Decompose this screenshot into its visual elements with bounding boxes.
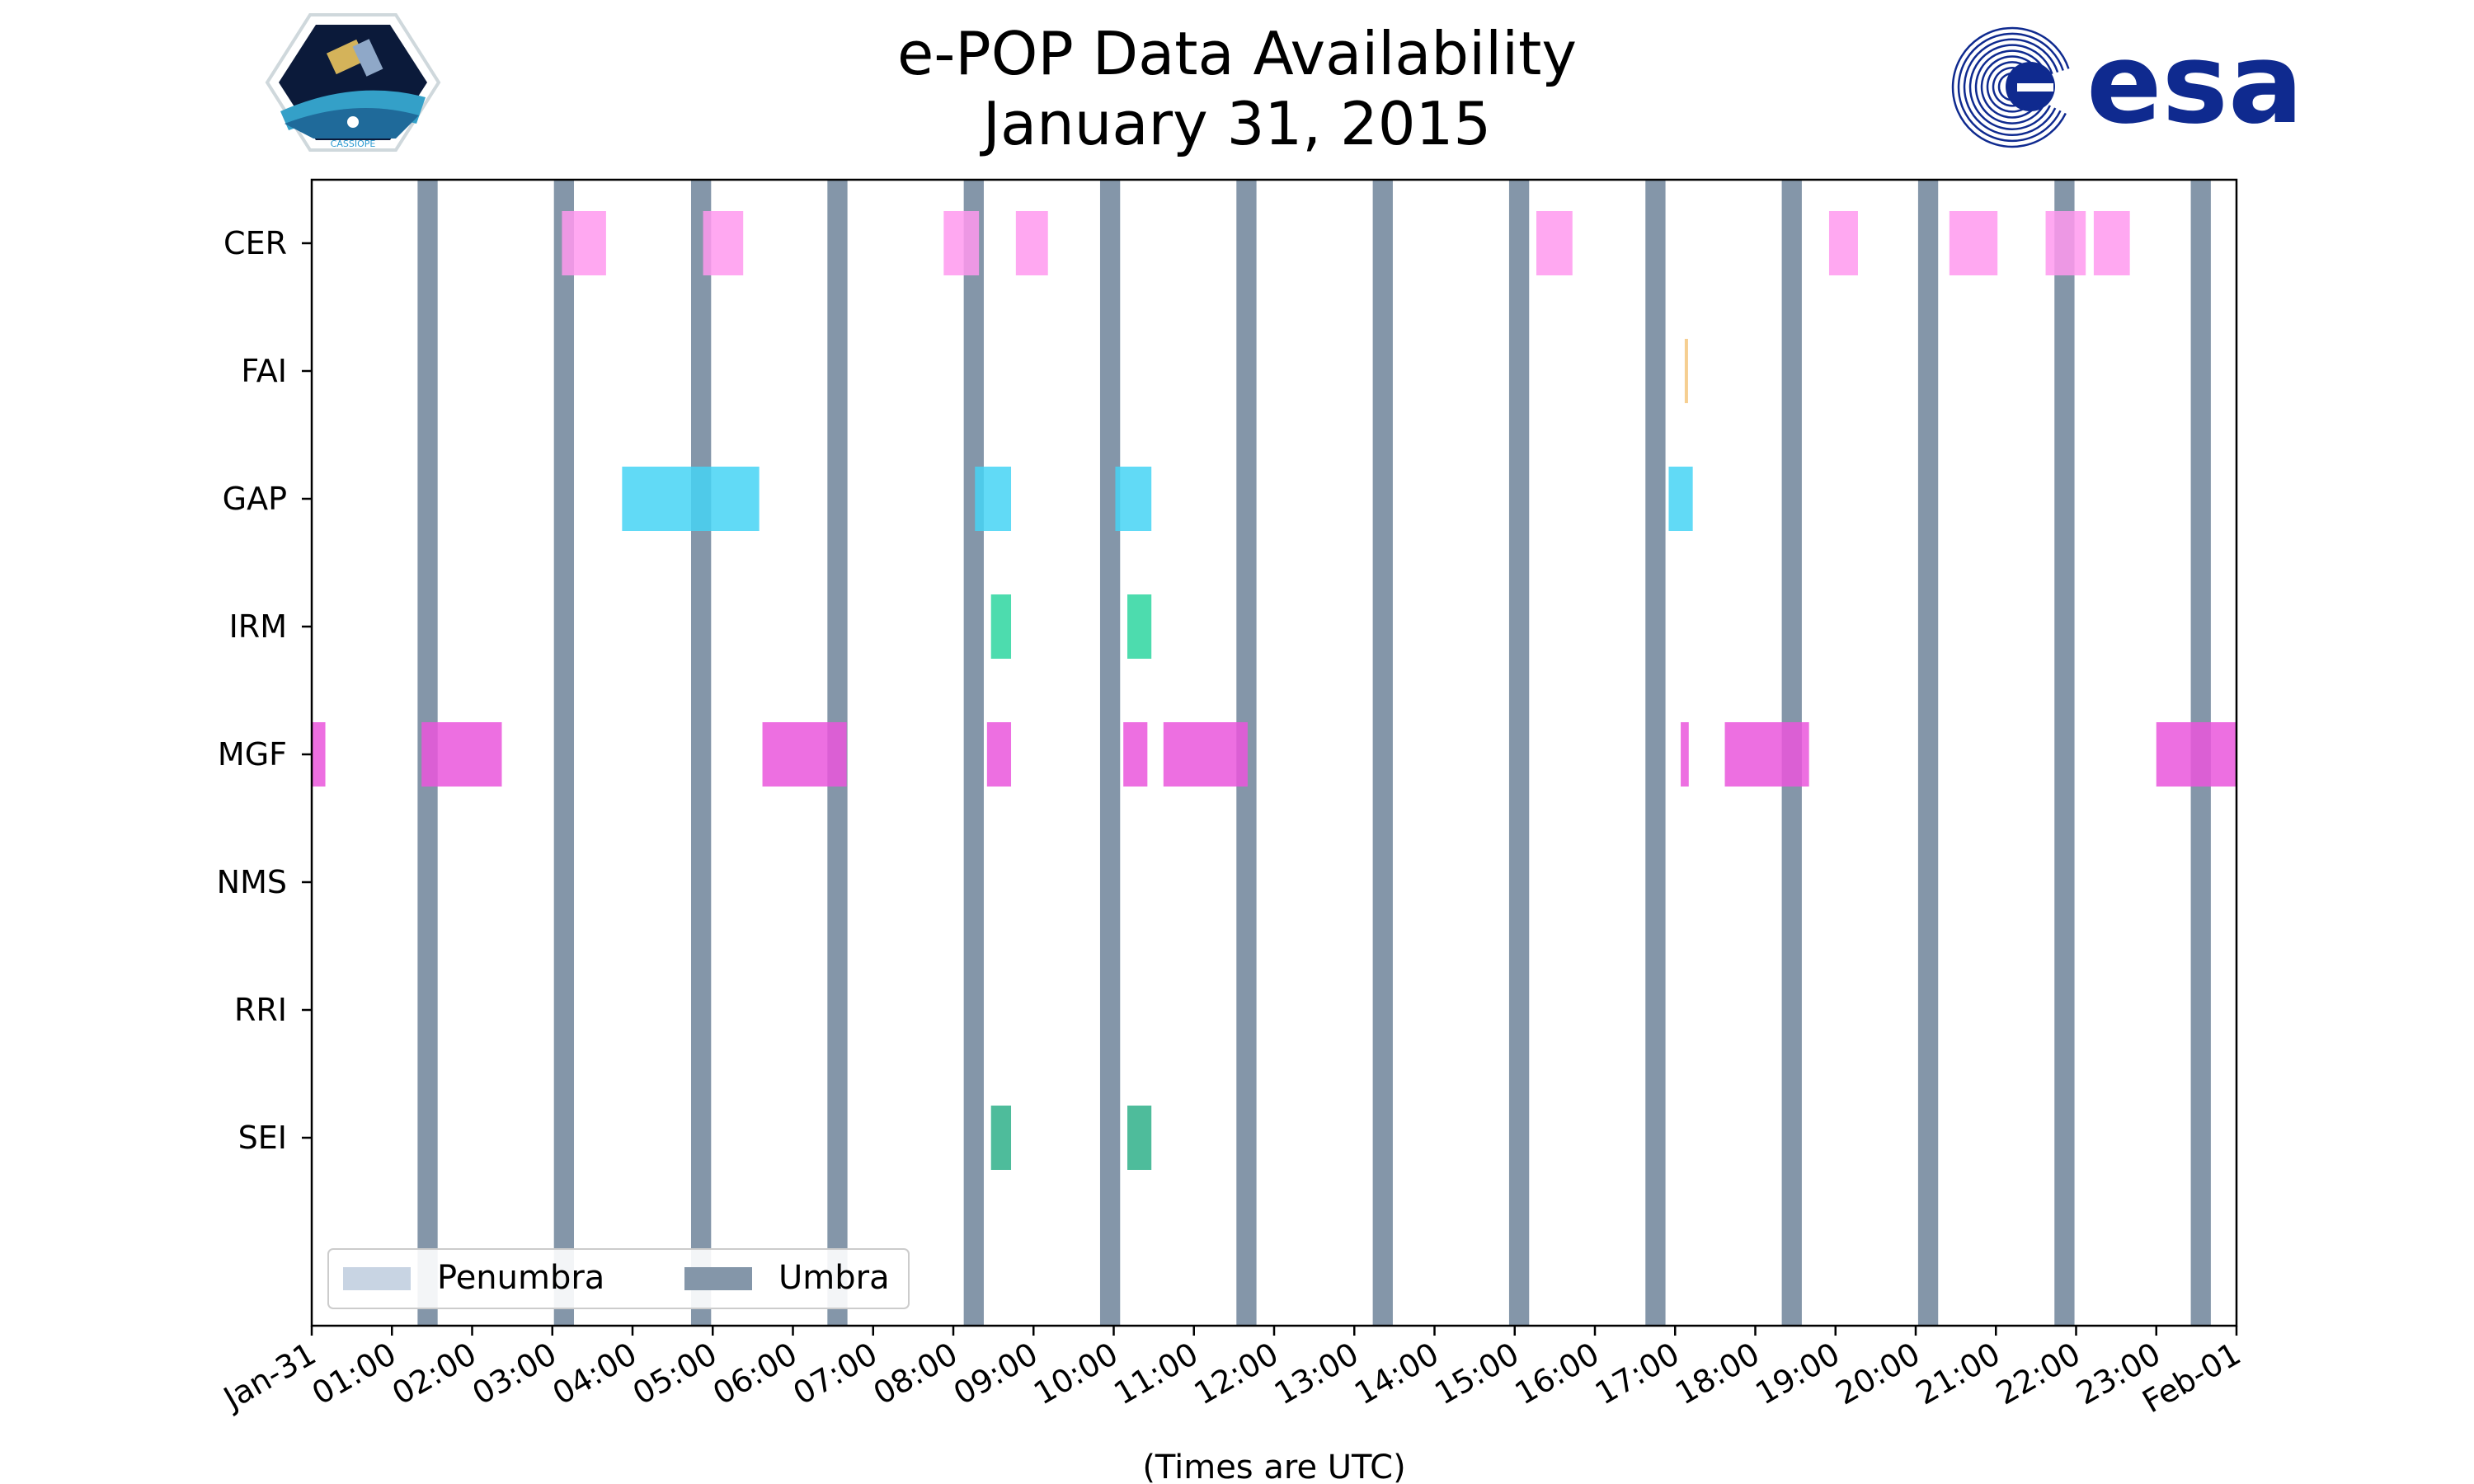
bar-cer [2093, 211, 2130, 275]
umbra-stripe [1917, 180, 1939, 1326]
y-tick-label-nms: NMS [217, 864, 287, 900]
x-tick-label: 17:00 [1589, 1336, 1686, 1412]
bar-cer [1949, 211, 1998, 275]
x-tick-label: Jan-31 [216, 1336, 322, 1417]
plot-area: CER FAI GAP IRM MGF NMS RRI SEI Jan-3101:0002:0… [216, 178, 2247, 1420]
x-tick-label: 05:00 [627, 1336, 723, 1412]
bar-gap [975, 467, 1012, 531]
x-tick-label: 12:00 [1188, 1336, 1285, 1412]
esa-swirl-arc [1980, 55, 2043, 119]
bar-irm [1127, 594, 1152, 659]
bar-cer [943, 211, 980, 275]
y-tick-label-fai: FAI [241, 353, 287, 389]
bar-mgf [986, 722, 1012, 787]
esa-swirl-arc [1963, 38, 2059, 136]
x-axis: Jan-3101:0002:0003:0004:0005:0006:0007:0… [216, 1326, 2247, 1420]
bar-mgf [312, 722, 326, 787]
x-axis-label: (Times are UTC) [1142, 1449, 1405, 1484]
bar-cer [1015, 211, 1048, 275]
umbra-stripe [1099, 180, 1121, 1326]
bar-cer [1536, 211, 1573, 275]
x-tick-label: 09:00 [948, 1336, 1044, 1412]
umbra-stripe [1508, 180, 1530, 1326]
plot-frame [310, 178, 2238, 1327]
bar-mgf [421, 722, 502, 787]
x-tick-label: 16:00 [1509, 1336, 1606, 1412]
x-tick-label: 18:00 [1669, 1336, 1766, 1412]
bar-gap [1668, 467, 1693, 531]
esa-swirl-bar [2017, 83, 2053, 92]
bars-layer [312, 211, 2236, 1170]
x-tick-label: 19:00 [1749, 1336, 1846, 1412]
bar-sei [1127, 1106, 1152, 1170]
bar-cer [703, 211, 744, 275]
bar-mgf [2156, 722, 2236, 787]
y-tick-label-rri: RRI [234, 992, 287, 1028]
cassiope-logo: CASSIOPE [265, 13, 441, 152]
x-tick-label: 21:00 [1910, 1336, 2006, 1412]
x-tick-label: 22:00 [1990, 1336, 2086, 1412]
esa-swirl-icon [1951, 26, 2070, 148]
bar-gap [1115, 467, 1152, 531]
y-tick-label-mgf: MGF [218, 736, 287, 773]
y-tick-label-irm: IRM [229, 608, 287, 645]
bar-fai [1684, 339, 1688, 403]
x-tick-label: 06:00 [707, 1336, 803, 1412]
x-tick-label: 11:00 [1108, 1336, 1204, 1412]
x-tick-label: 08:00 [868, 1336, 964, 1412]
legend: Penumbra Umbra [327, 1248, 910, 1309]
cassiope-logo-text: CASSIOPE [331, 139, 376, 149]
umbra-stripe [553, 180, 575, 1326]
legend-swatch-penumbra [343, 1267, 411, 1290]
esa-logo: esa [1951, 19, 2303, 148]
legend-label-penumbra: Penumbra [437, 1259, 604, 1297]
bar-mgf [1163, 722, 1248, 787]
y-axis: CER FAI GAP IRM MGF NMS RRI SEI [217, 225, 312, 1156]
esa-swirl-arc [1951, 26, 2070, 148]
umbra-stripe [1645, 180, 1666, 1326]
bar-irm [990, 594, 1012, 659]
legend-box [327, 1248, 910, 1309]
umbra-stripe [963, 180, 984, 1326]
x-tick-label: 03:00 [466, 1336, 562, 1412]
x-tick-label: 01:00 [306, 1336, 402, 1412]
umbra-stripe [1372, 180, 1393, 1326]
x-tick-label: 15:00 [1428, 1336, 1525, 1412]
bar-mgf [1681, 722, 1689, 787]
esa-logo-text: esa [2086, 19, 2303, 148]
chart-title: e-POP Data Availability [897, 19, 1577, 88]
x-tick-label: 10:00 [1028, 1336, 1124, 1412]
x-tick-label: 04:00 [547, 1336, 643, 1412]
x-tick-label: 02:00 [386, 1336, 482, 1412]
umbra-stripe [690, 180, 712, 1326]
bar-mgf [1123, 722, 1148, 787]
umbra-layer [417, 180, 2211, 1326]
bar-mgf [1724, 722, 1809, 787]
x-tick-label: 14:00 [1348, 1336, 1445, 1412]
bar-cer [2045, 211, 2086, 275]
x-tick-label: 20:00 [1830, 1336, 1926, 1412]
x-tick-label: 13:00 [1268, 1336, 1365, 1412]
legend-swatch-umbra [684, 1267, 752, 1290]
bar-cer [1828, 211, 1858, 275]
umbra-stripe [2054, 180, 2075, 1326]
y-tick-label-cer: CER [223, 225, 287, 261]
legend-label-umbra: Umbra [778, 1259, 890, 1297]
esa-swirl-arc [1974, 49, 2048, 124]
esa-swirl-arc [1957, 32, 2064, 143]
bar-gap [622, 467, 760, 531]
esa-swirl-arc [1968, 44, 2053, 130]
bar-sei [990, 1106, 1012, 1170]
x-tick-label: 07:00 [787, 1336, 883, 1412]
y-tick-label-sei: SEI [238, 1120, 287, 1156]
chart-subtitle: January 31, 2015 [980, 89, 1491, 158]
bar-cer [562, 211, 606, 275]
y-tick-label-gap: GAP [223, 481, 287, 517]
bar-mgf [762, 722, 847, 787]
